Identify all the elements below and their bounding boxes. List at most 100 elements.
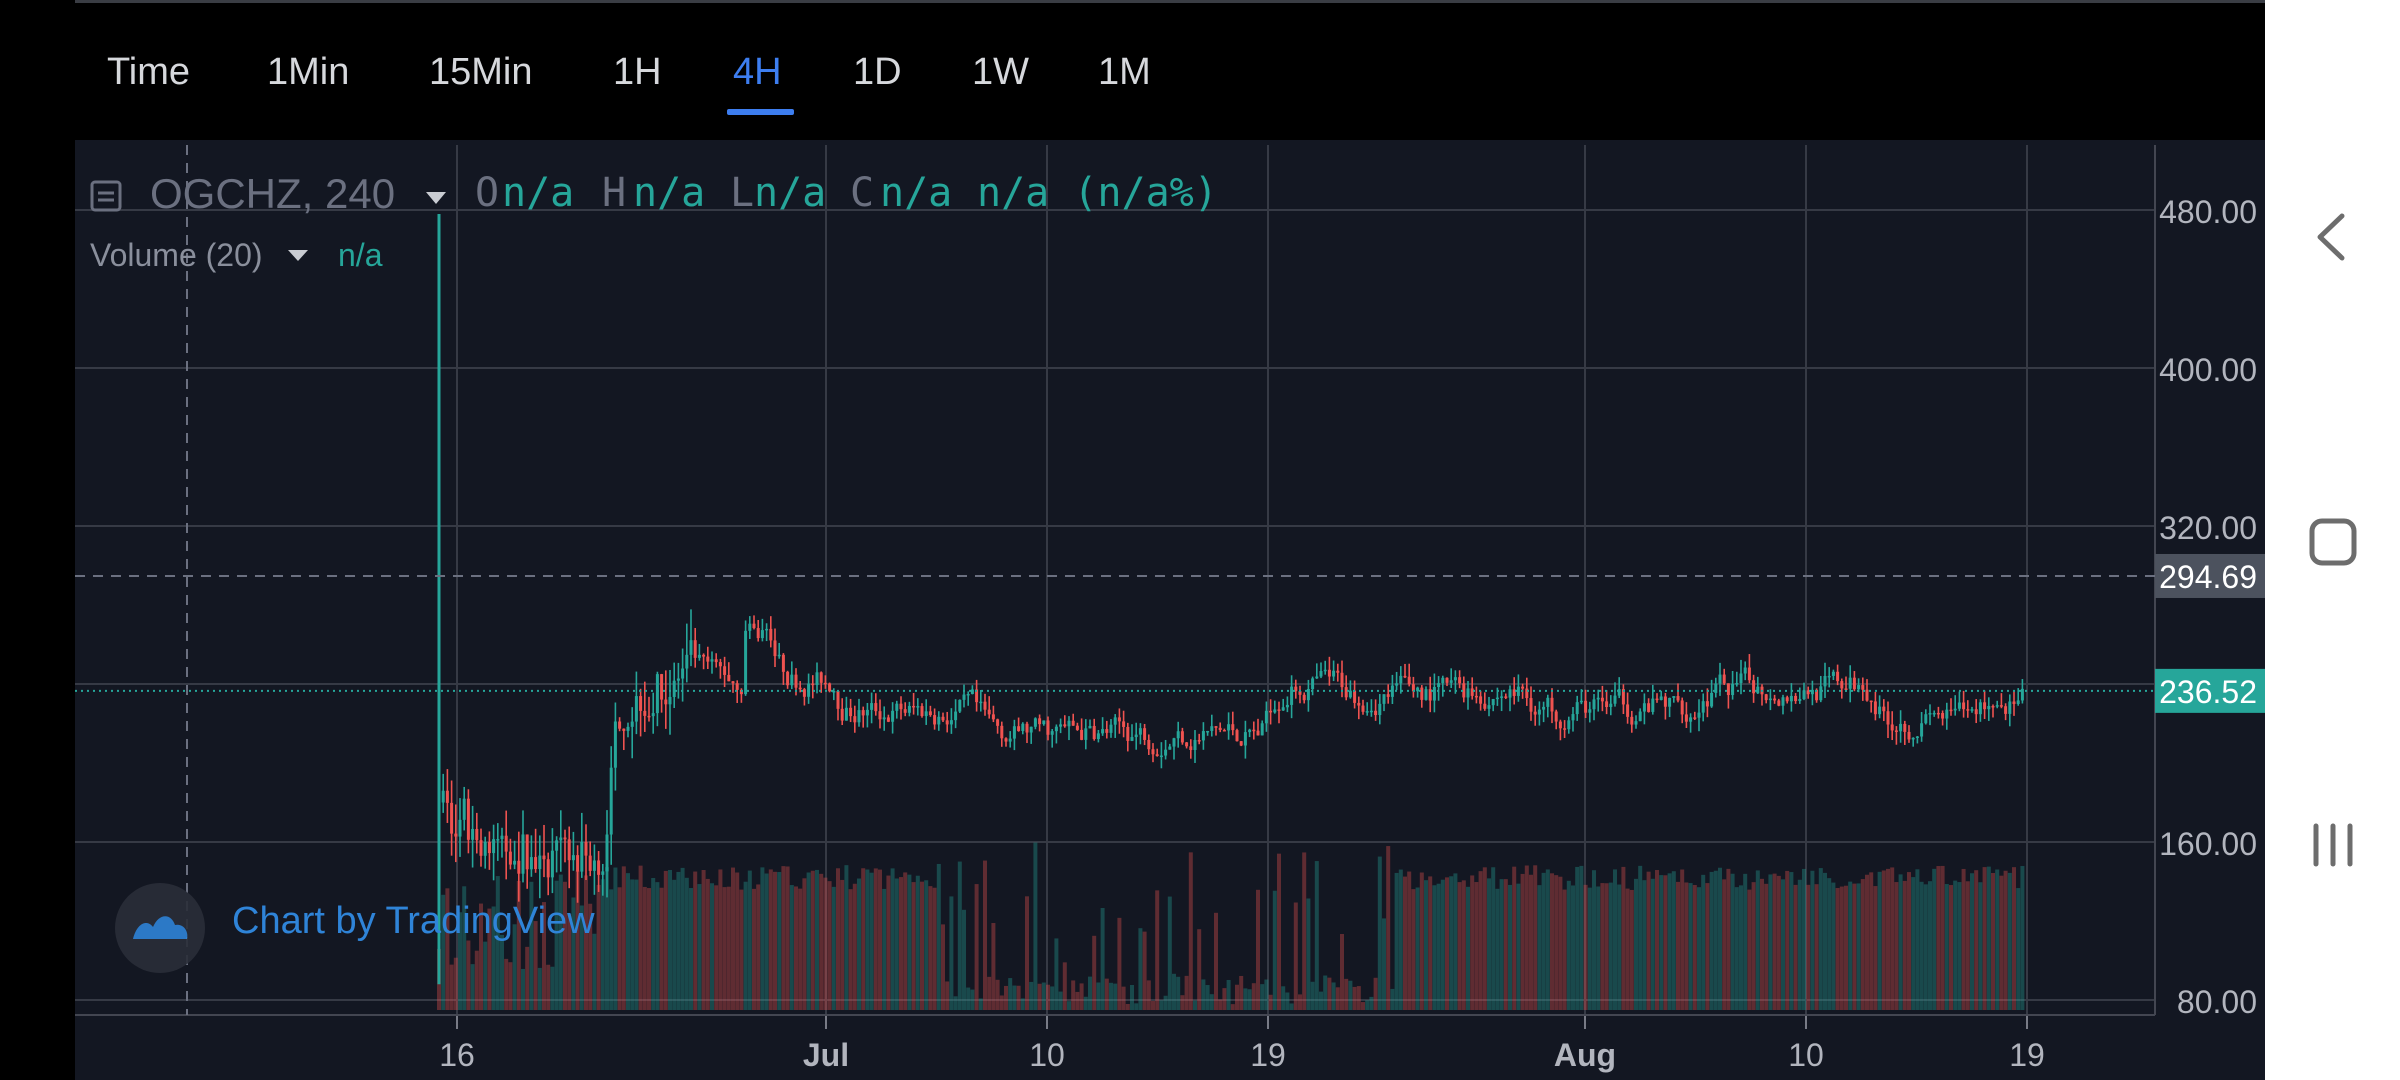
volume-bar bbox=[462, 886, 467, 1010]
volume-bar bbox=[537, 967, 542, 1010]
tf-1h[interactable]: 1H bbox=[613, 51, 662, 93]
volume-bar bbox=[1356, 986, 1361, 1010]
candle-body bbox=[1731, 683, 1735, 696]
volume-bar bbox=[882, 888, 887, 1010]
candle-body bbox=[1584, 700, 1588, 713]
volume-bar bbox=[1365, 1000, 1370, 1010]
tf-15min[interactable]: 15Min bbox=[429, 51, 533, 93]
legend-open-value: n/a bbox=[502, 170, 575, 216]
tf-1m[interactable]: 1M bbox=[1098, 51, 1151, 93]
candle-body bbox=[1210, 726, 1214, 731]
volume-bar bbox=[1478, 871, 1483, 1010]
volume-bar bbox=[684, 877, 689, 1010]
tf-1w[interactable]: 1W bbox=[972, 51, 1029, 93]
candle-body bbox=[802, 689, 806, 697]
candle-body bbox=[1059, 724, 1063, 727]
candle-body bbox=[1264, 710, 1268, 724]
candle-body bbox=[1155, 754, 1159, 757]
candle-body bbox=[975, 689, 979, 703]
volume-bar bbox=[1701, 874, 1706, 1010]
candle-body bbox=[1420, 687, 1424, 700]
candle-body bbox=[492, 839, 496, 854]
candle-body bbox=[1323, 669, 1327, 672]
tf-4h[interactable]: 4H bbox=[733, 51, 782, 93]
volume-bar bbox=[1319, 991, 1323, 1010]
collapse-legend-icon[interactable] bbox=[90, 180, 122, 212]
volume-bar bbox=[550, 966, 555, 1010]
time-axis-label: 10 bbox=[1788, 1037, 1824, 1073]
candle-body bbox=[1193, 740, 1197, 751]
candle-body bbox=[483, 841, 487, 856]
volume-bar bbox=[1848, 881, 1853, 1010]
recents-bars-icon[interactable] bbox=[2298, 810, 2368, 880]
volume-bar bbox=[1419, 872, 1424, 1010]
candle-body bbox=[1151, 749, 1155, 755]
volume-bar bbox=[1050, 986, 1055, 1010]
candle-body bbox=[1894, 730, 1898, 732]
volume-bar bbox=[1264, 979, 1269, 1010]
tf-1min[interactable]: 1Min bbox=[267, 51, 350, 93]
candle-body bbox=[1831, 671, 1835, 676]
candle-body bbox=[723, 666, 727, 675]
volume-bar bbox=[1919, 881, 1924, 1010]
candle-body bbox=[1962, 702, 1966, 710]
volume-bar bbox=[1596, 886, 1601, 1010]
volume-bar bbox=[1541, 872, 1546, 1010]
volume-bar bbox=[928, 886, 933, 1010]
volume-bar bbox=[1726, 868, 1731, 1010]
candle-body bbox=[1227, 724, 1231, 731]
candle-body bbox=[786, 671, 790, 686]
tf-1d[interactable]: 1D bbox=[853, 51, 902, 93]
candle-body bbox=[479, 840, 483, 856]
volume-bar bbox=[1487, 878, 1491, 1010]
candle-body bbox=[1726, 683, 1730, 696]
volume-bar bbox=[659, 887, 664, 1010]
candle-body bbox=[1701, 701, 1705, 713]
volume-bar bbox=[525, 946, 530, 1010]
symbol-dropdown-icon[interactable] bbox=[426, 192, 446, 206]
volume-bar bbox=[878, 869, 882, 1010]
tf-time[interactable]: Time bbox=[107, 51, 191, 93]
candle-body bbox=[1143, 728, 1147, 740]
volume-bar bbox=[2007, 872, 2012, 1010]
volume-bar bbox=[1440, 879, 1445, 1010]
volume-bar bbox=[1394, 872, 1399, 1010]
volume-bar bbox=[1130, 984, 1134, 1010]
candle-body bbox=[970, 689, 974, 694]
chart-by-tradingview-link[interactable]: Chart by TradingView bbox=[232, 900, 595, 942]
volume-legend-label[interactable]: Volume (20) bbox=[90, 237, 263, 273]
volume-bar bbox=[651, 877, 656, 1010]
candle-body bbox=[1848, 677, 1852, 689]
candle-body bbox=[945, 720, 949, 725]
volume-bar bbox=[1697, 887, 1701, 1010]
volume-bar bbox=[1667, 873, 1672, 1010]
candle-body bbox=[1126, 726, 1130, 741]
volume-bar bbox=[1671, 871, 1676, 1010]
volume-bar bbox=[1037, 983, 1042, 1010]
home-square-icon[interactable] bbox=[2298, 507, 2368, 577]
volume-bar bbox=[1125, 1003, 1130, 1010]
candle-body bbox=[445, 790, 449, 803]
candle-body bbox=[996, 719, 1000, 726]
candlestick-chart[interactable]: 480.00 400.00 320.00 160.00 80.00 16 Jul 10 19 Au… bbox=[75, 140, 2265, 1080]
candle-body bbox=[1000, 725, 1004, 739]
volume-bar bbox=[1256, 889, 1260, 1010]
candle-body bbox=[760, 630, 764, 639]
volume-dropdown-icon[interactable] bbox=[288, 250, 308, 262]
volume-bar bbox=[693, 871, 698, 1010]
volume-bar bbox=[936, 863, 941, 1010]
volume-bar bbox=[1331, 982, 1336, 1010]
tradingview-logo-icon[interactable] bbox=[115, 883, 205, 973]
volume-bar bbox=[1545, 869, 1550, 1010]
candle-body bbox=[1999, 705, 2003, 707]
legend-symbol[interactable]: OGCHZ, 240 bbox=[150, 170, 396, 217]
legend-low-label: L bbox=[730, 170, 755, 216]
volume-bar bbox=[1625, 888, 1630, 1010]
candle-body bbox=[1487, 705, 1491, 709]
candle-body bbox=[576, 855, 580, 872]
volume-bar bbox=[1289, 1003, 1294, 1010]
back-chevron-icon[interactable] bbox=[2298, 202, 2368, 272]
volume-bar bbox=[1991, 872, 1995, 1010]
candle-body bbox=[618, 721, 622, 729]
volume-bar bbox=[1856, 883, 1861, 1010]
